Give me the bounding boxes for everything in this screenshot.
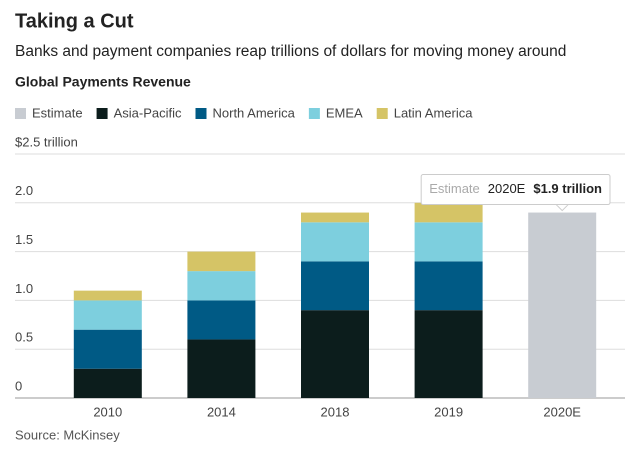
tooltip-box: [420, 174, 611, 206]
bar-segment: [414, 202, 483, 223]
bar-segment: [187, 300, 256, 340]
x-tick-label: 2020E: [543, 404, 581, 419]
y-tick-label: $2.5 trillion: [15, 134, 78, 149]
legend-label: North America: [213, 105, 296, 120]
bar-segment: [187, 271, 256, 301]
y-tick-label: 0: [15, 378, 22, 393]
bar-segment: [301, 212, 369, 223]
legend-label: EMEA: [326, 105, 363, 120]
bar-segment: [187, 339, 256, 398]
x-tick-label: 2018: [321, 404, 350, 419]
legend-swatch: [195, 108, 207, 119]
bar-segment: [414, 261, 483, 311]
bar-segment: [301, 261, 369, 311]
x-tick-label: 2010: [93, 404, 122, 419]
bar-segment: [187, 251, 256, 272]
x-tick-label: 2014: [207, 404, 236, 419]
tooltip-category: 2020E: [488, 181, 526, 196]
legend-swatch: [376, 108, 388, 119]
y-tick-label: 1.0: [15, 281, 33, 296]
bar-segment: [73, 368, 142, 398]
chart-heading: Global Payments Revenue: [15, 74, 191, 90]
source: Source: McKinsey: [15, 427, 120, 442]
bar-segment: [73, 300, 142, 330]
y-tick-label: 2.0: [15, 183, 33, 198]
x-tick-label: 2019: [434, 404, 463, 419]
bar-segment: [528, 212, 597, 398]
legend-swatch: [15, 108, 26, 119]
legend-label: Asia-Pacific: [114, 105, 182, 120]
legend-swatch: [96, 108, 108, 119]
legend-swatch: [308, 108, 320, 119]
tooltip-series: Estimate: [429, 181, 480, 196]
bar-segment: [73, 329, 142, 369]
y-tick-label: 1.5: [15, 232, 33, 247]
legend-label: Latin America: [394, 105, 474, 120]
bar-segment: [301, 222, 369, 262]
bar-segment: [414, 222, 483, 262]
tooltip-pointer: [554, 204, 570, 212]
bar-segment: [73, 290, 142, 301]
legend-label: Estimate: [32, 105, 83, 120]
bar-segment: [301, 310, 369, 398]
chart-subtitle: Banks and payment companies reap trillio…: [15, 43, 566, 60]
y-tick-label: 0.5: [15, 330, 33, 345]
tooltip-value: $1.9 trillion: [533, 181, 602, 196]
bar-segment: [414, 310, 483, 398]
chart-title: Taking a Cut: [15, 10, 134, 32]
